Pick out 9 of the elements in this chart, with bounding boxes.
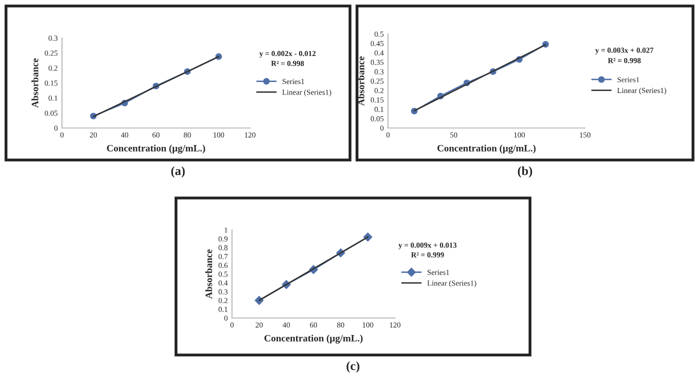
text: (b)	[518, 166, 532, 178]
y-axis-title: Absorbance	[205, 249, 212, 299]
x-axis-title: Concentration (µg/mL.)	[264, 334, 363, 344]
text: (a)	[171, 166, 185, 178]
x-axis-title: Concentration (µg/mL.)	[437, 144, 536, 154]
y-axis-title: Absorbance	[357, 56, 364, 106]
y-axis-title: Absorbance	[31, 58, 38, 108]
text: (c)	[346, 361, 360, 373]
x-axis-title: Concentration (µg/mL.)	[106, 144, 206, 154]
